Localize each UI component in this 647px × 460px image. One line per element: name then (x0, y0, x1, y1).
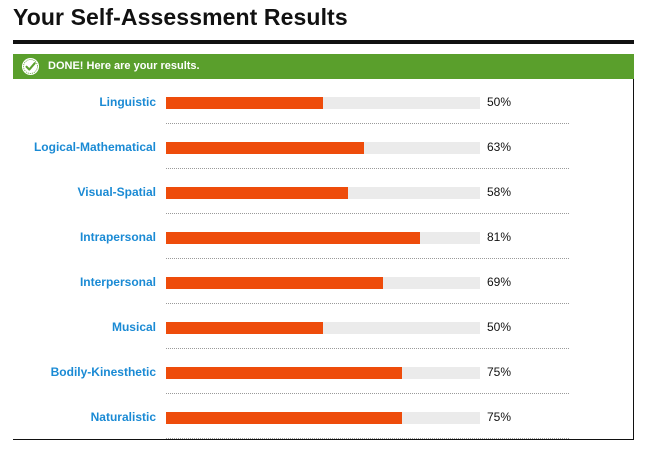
result-label[interactable]: Linguistic (99, 95, 156, 109)
progress-track (166, 97, 480, 109)
results-panel: Linguistic 50% Logical-Mathematical 63% … (13, 79, 634, 440)
title-divider (13, 40, 634, 44)
row-divider (166, 438, 569, 439)
result-row-naturalistic: Naturalistic 75% (13, 394, 633, 439)
row-divider (166, 213, 569, 214)
result-percent: 50% (487, 320, 512, 334)
result-label[interactable]: Intrapersonal (79, 230, 156, 244)
progress-fill (166, 322, 323, 334)
progress-fill (166, 412, 402, 424)
row-divider (166, 303, 569, 304)
page-title: Your Self-Assessment Results (13, 4, 348, 30)
result-label[interactable]: Logical-Mathematical (33, 140, 156, 154)
result-label[interactable]: Interpersonal (79, 275, 156, 289)
result-row-bodily-kinesthetic: Bodily-Kinesthetic 75% (13, 349, 633, 394)
progress-fill (166, 97, 323, 109)
row-divider (166, 123, 569, 124)
result-label[interactable]: Musical (111, 320, 156, 334)
progress-fill (166, 367, 402, 379)
progress-track (166, 142, 480, 154)
progress-track (166, 187, 480, 199)
row-divider (166, 348, 569, 349)
result-row-interpersonal: Interpersonal 69% (13, 259, 633, 304)
result-percent: 58% (487, 185, 512, 199)
row-divider (166, 393, 569, 394)
result-percent: 69% (487, 275, 512, 289)
row-divider (166, 258, 569, 259)
banner-text: DONE! Here are your results. (48, 60, 200, 72)
checkmark-icon (21, 57, 40, 76)
result-percent: 81% (487, 230, 512, 244)
progress-track (166, 367, 480, 379)
status-banner: DONE! Here are your results. (13, 54, 634, 79)
progress-fill (166, 142, 364, 154)
result-percent: 75% (487, 365, 512, 379)
progress-track (166, 322, 480, 334)
progress-track (166, 277, 480, 289)
progress-fill (166, 232, 421, 244)
result-label[interactable]: Visual-Spatial (77, 185, 156, 199)
result-row-visual-spatial: Visual-Spatial 58% (13, 169, 633, 214)
result-percent: 50% (487, 95, 512, 109)
progress-fill (166, 277, 383, 289)
result-label[interactable]: Bodily-Kinesthetic (50, 365, 156, 379)
progress-track (166, 412, 480, 424)
result-row-linguistic: Linguistic 50% (13, 79, 633, 124)
result-row-logical-mathematical: Logical-Mathematical 63% (13, 124, 633, 169)
result-row-musical: Musical 50% (13, 304, 633, 349)
row-divider (166, 168, 569, 169)
progress-track (166, 232, 480, 244)
progress-fill (166, 187, 349, 199)
result-row-intrapersonal: Intrapersonal 81% (13, 214, 633, 259)
result-percent: 75% (487, 410, 512, 424)
result-percent: 63% (487, 140, 512, 154)
result-label[interactable]: Naturalistic (90, 410, 156, 424)
